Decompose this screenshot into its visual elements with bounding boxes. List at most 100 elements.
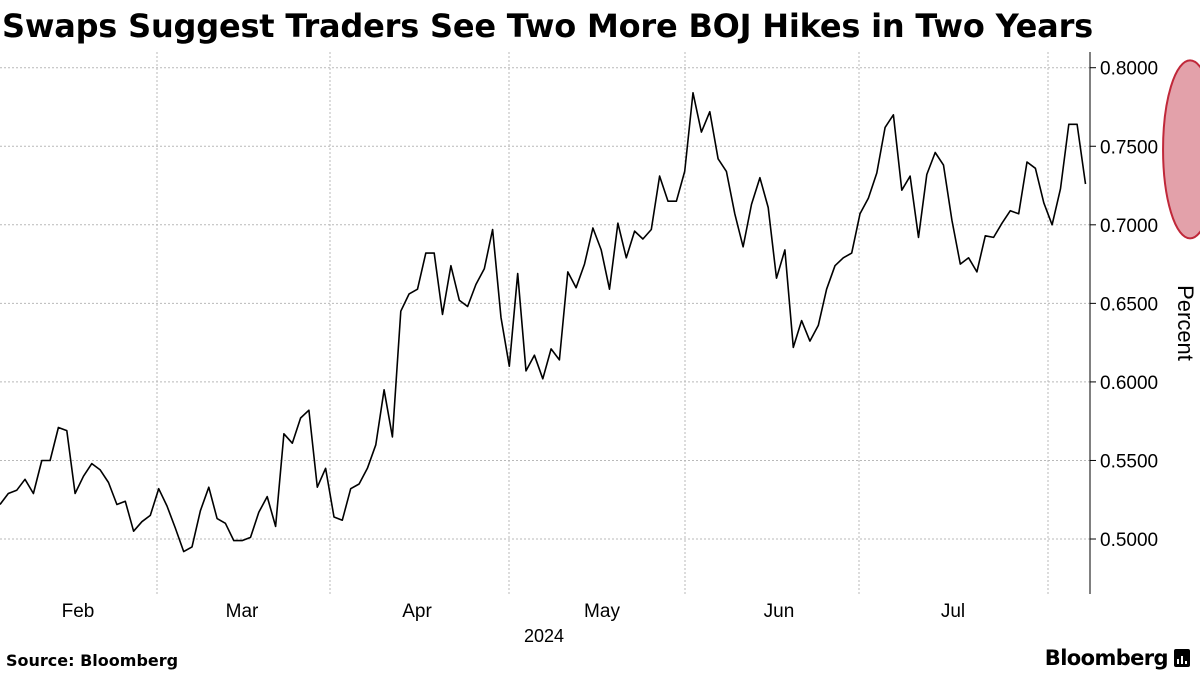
data-point bbox=[976, 271, 978, 273]
bar-chart-icon bbox=[1174, 649, 1190, 667]
data-point bbox=[433, 252, 435, 254]
data-point bbox=[801, 320, 803, 322]
data-point bbox=[1076, 124, 1078, 126]
data-point bbox=[600, 249, 602, 251]
data-point bbox=[317, 486, 319, 488]
data-point bbox=[1035, 168, 1037, 170]
data-point bbox=[333, 516, 335, 518]
data-point bbox=[676, 200, 678, 202]
data-point bbox=[726, 171, 728, 173]
data-point bbox=[626, 257, 628, 259]
data-points bbox=[0, 92, 1086, 552]
data-point bbox=[692, 92, 694, 94]
data-point bbox=[258, 512, 260, 514]
x-tick-label: Apr bbox=[402, 601, 432, 622]
data-point bbox=[1043, 202, 1045, 204]
data-point bbox=[876, 172, 878, 174]
data-point bbox=[150, 515, 152, 517]
data-point bbox=[684, 171, 686, 173]
data-point bbox=[91, 463, 93, 465]
data-point bbox=[1060, 188, 1062, 190]
x-axis-label: 2024 bbox=[524, 626, 564, 646]
data-point bbox=[183, 551, 185, 553]
data-point bbox=[392, 436, 394, 438]
y-tick-label: 0.7500 bbox=[1100, 137, 1158, 158]
y-tick-label: 0.5000 bbox=[1100, 530, 1158, 551]
brand-logo: Bloomberg bbox=[1045, 646, 1190, 670]
data-point bbox=[459, 299, 461, 301]
data-point bbox=[742, 246, 744, 248]
data-point bbox=[1001, 222, 1003, 224]
data-point bbox=[367, 468, 369, 470]
data-point bbox=[308, 409, 310, 411]
data-point bbox=[1068, 124, 1070, 126]
data-point bbox=[534, 354, 536, 356]
data-point bbox=[934, 152, 936, 154]
data-point bbox=[550, 348, 552, 350]
series-line bbox=[0, 92, 1087, 553]
data-point bbox=[751, 204, 753, 206]
x-tick-label: Jul bbox=[941, 601, 965, 622]
data-point bbox=[58, 427, 60, 429]
data-point bbox=[993, 237, 995, 239]
data-point bbox=[208, 486, 210, 488]
data-point bbox=[484, 268, 486, 270]
data-point bbox=[909, 175, 911, 177]
data-point bbox=[74, 493, 76, 495]
data-point bbox=[358, 483, 360, 485]
data-point bbox=[617, 222, 619, 224]
data-point bbox=[133, 530, 135, 532]
data-point bbox=[667, 200, 669, 202]
data-point bbox=[634, 230, 636, 232]
data-point bbox=[241, 540, 243, 542]
data-point bbox=[250, 537, 252, 539]
data-point bbox=[417, 288, 419, 290]
data-point bbox=[893, 114, 895, 116]
data-point bbox=[325, 468, 327, 470]
x-tick-label: Feb bbox=[62, 601, 95, 622]
data-point bbox=[525, 370, 527, 372]
data-point bbox=[450, 265, 452, 267]
data-point bbox=[809, 340, 811, 342]
data-point bbox=[33, 493, 35, 495]
data-point bbox=[559, 359, 561, 361]
y-tick-label: 0.5500 bbox=[1100, 451, 1158, 472]
data-point bbox=[49, 460, 51, 462]
data-point bbox=[191, 546, 193, 548]
data-point bbox=[158, 488, 160, 490]
data-point bbox=[859, 213, 861, 215]
data-point bbox=[943, 164, 945, 166]
data-point bbox=[717, 158, 719, 160]
data-point bbox=[776, 277, 778, 279]
y-tick-label: 0.6500 bbox=[1100, 294, 1158, 315]
x-tick-label: Jun bbox=[764, 601, 795, 622]
data-point bbox=[584, 263, 586, 265]
data-point bbox=[467, 306, 469, 308]
data-point bbox=[83, 475, 85, 477]
data-point bbox=[575, 287, 577, 289]
data-point bbox=[834, 265, 836, 267]
source-note: Source: Bloomberg bbox=[6, 651, 179, 670]
data-point bbox=[784, 249, 786, 251]
brand-name: Bloomberg bbox=[1044, 646, 1169, 670]
y-axis-ticks: 0.5000 0.5500 0.6000 0.6500 0.7000 0.7500 0.80… bbox=[1090, 59, 1158, 551]
data-point bbox=[701, 131, 703, 133]
data-point bbox=[500, 317, 502, 319]
data-point bbox=[266, 496, 268, 498]
data-point bbox=[99, 469, 101, 471]
data-point bbox=[350, 488, 352, 490]
data-point bbox=[843, 257, 845, 259]
data-point bbox=[166, 505, 168, 507]
data-point bbox=[734, 213, 736, 215]
data-point bbox=[116, 504, 118, 506]
data-point bbox=[609, 288, 611, 290]
data-point bbox=[926, 174, 928, 176]
data-point bbox=[918, 237, 920, 239]
data-point bbox=[200, 510, 202, 512]
data-point bbox=[24, 479, 26, 481]
data-point bbox=[442, 314, 444, 316]
data-point bbox=[1026, 161, 1028, 163]
data-point bbox=[517, 273, 519, 275]
data-point bbox=[1085, 183, 1087, 185]
